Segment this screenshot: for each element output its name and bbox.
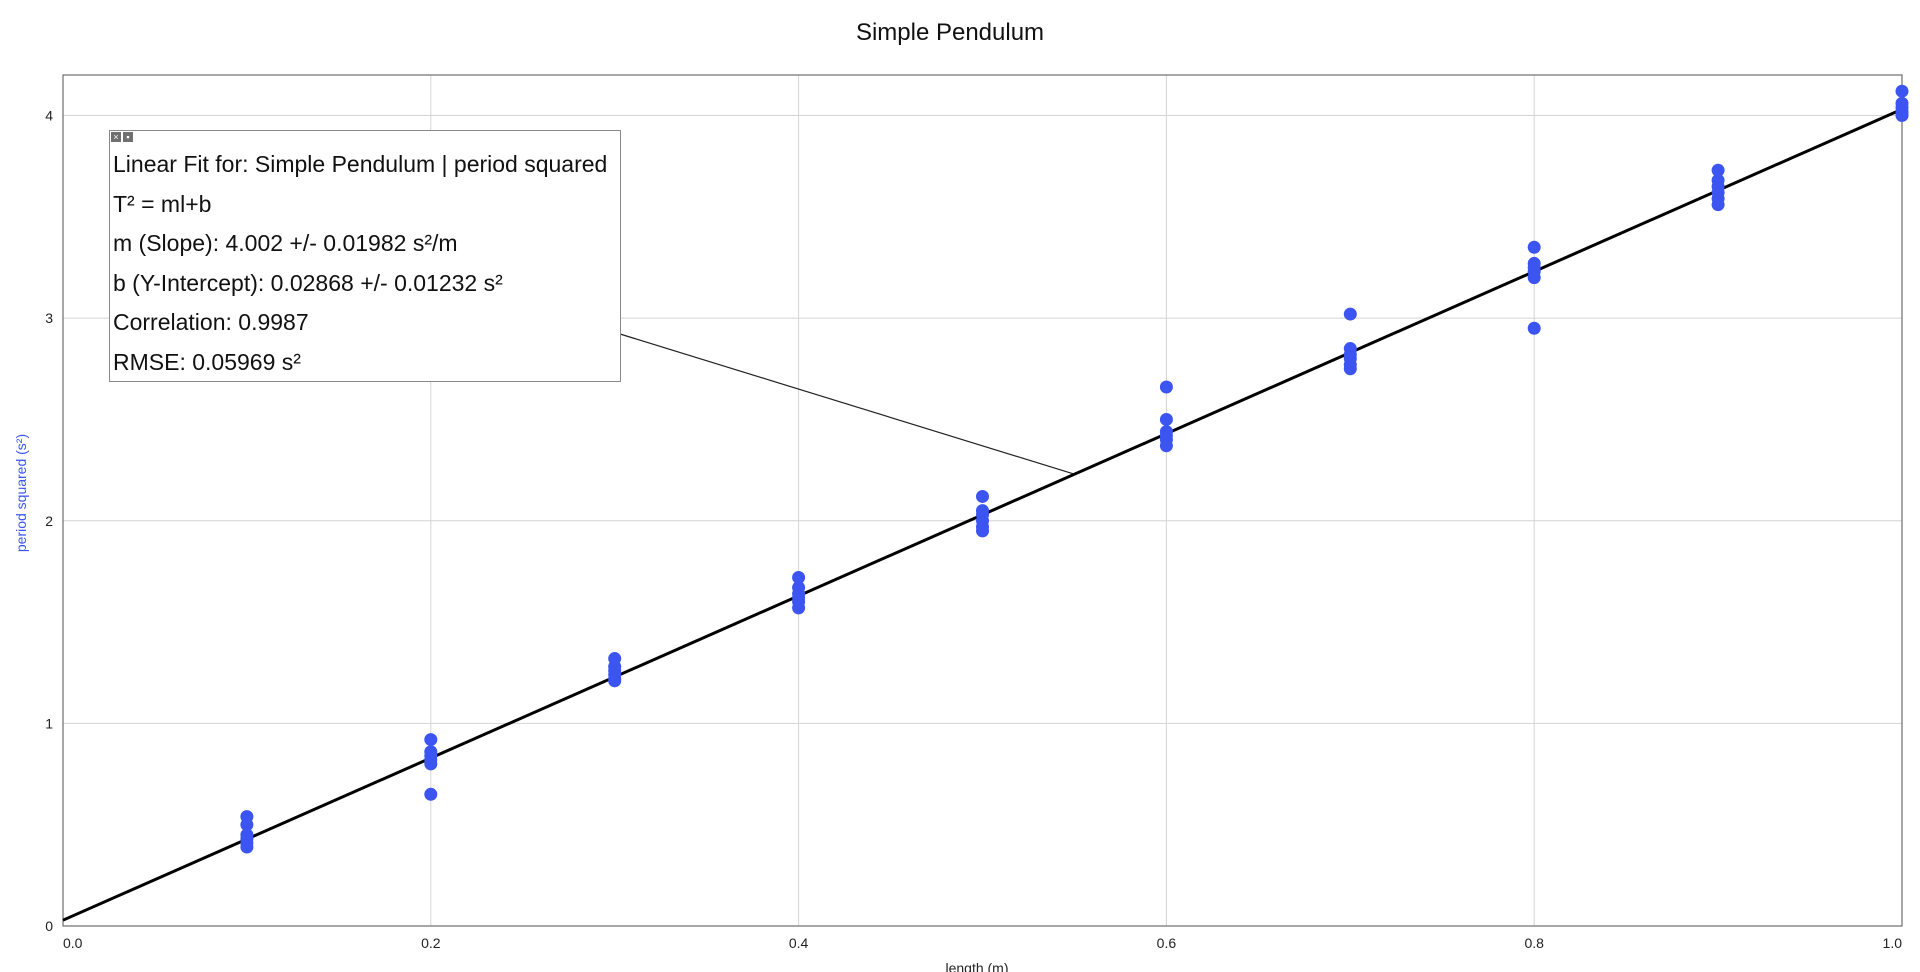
- fit-equation: T² = ml+b: [113, 190, 212, 217]
- pin-icon[interactable]: ▪: [123, 132, 133, 142]
- chart-title: Simple Pendulum: [856, 19, 1044, 46]
- data-point: [976, 489, 989, 503]
- data-point: [1159, 412, 1173, 426]
- y-tick-label: 1: [45, 715, 53, 731]
- y-tick-label: 0: [45, 918, 53, 934]
- data-point: [240, 840, 254, 854]
- x-tick-label: 0.8: [1524, 935, 1544, 951]
- x-tick-label: 0.4: [789, 935, 809, 951]
- data-point: [976, 524, 989, 538]
- data-point: [1159, 380, 1173, 394]
- x-axis-ticks: 0.0 0.2 0.4 0.6 0.8 1.0: [63, 935, 1902, 951]
- data-point: [424, 757, 438, 771]
- data-point: [1159, 439, 1173, 453]
- y-tick-label: 4: [45, 108, 53, 124]
- y-tick-label: 3: [45, 310, 53, 326]
- data-point: [608, 674, 622, 688]
- data-point: [1527, 321, 1541, 335]
- x-axis-label: length (m): [945, 960, 1008, 972]
- plot-area: [62, 74, 1903, 927]
- data-point: [792, 570, 806, 584]
- data-point: [1711, 163, 1725, 177]
- fit-slope: m (Slope): 4.002 +/- 0.01982 s²/m: [113, 230, 458, 256]
- data-point: [792, 601, 806, 615]
- data-point: [1895, 109, 1909, 123]
- data-point: [240, 818, 254, 832]
- data-point: [424, 787, 438, 801]
- y-tick-label: 2: [45, 513, 53, 529]
- data-point: [1895, 84, 1909, 98]
- fit-rmse: RMSE: 0.05969 s²: [113, 348, 301, 375]
- linear-fit-annotation[interactable]: × ▪ Linear Fit for: Simple Pendulum | pe…: [109, 130, 621, 382]
- x-tick-label: 0.2: [421, 935, 441, 951]
- close-icon[interactable]: ×: [111, 132, 121, 142]
- fit-correlation: Correlation: 0.9987: [113, 309, 309, 335]
- fit-title: Linear Fit for: Simple Pendulum | period…: [113, 151, 608, 177]
- fit-annotation-leader: [619, 333, 1075, 475]
- data-point: [1711, 198, 1725, 212]
- x-tick-label: 1.0: [1883, 935, 1903, 951]
- fit-intercept: b (Y-Intercept): 0.02868 +/- 0.01232 s²: [113, 269, 503, 296]
- x-tick-label: 0.0: [63, 935, 83, 951]
- data-point: [1343, 362, 1357, 376]
- data-point: [424, 733, 438, 747]
- data-point: [1343, 307, 1357, 321]
- data-point: [1527, 240, 1541, 254]
- y-axis-ticks: 0 1 2 3 4: [45, 108, 53, 934]
- data-point: [1527, 271, 1541, 285]
- y-axis-label: period squared (s²): [13, 434, 29, 552]
- x-tick-label: 0.6: [1157, 935, 1177, 951]
- data-points: [240, 84, 1909, 854]
